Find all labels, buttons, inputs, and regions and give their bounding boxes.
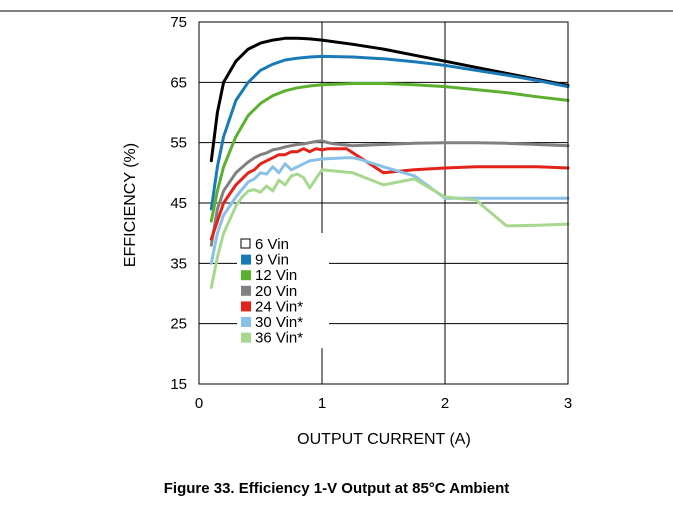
series-line-9-vin (209, 54, 570, 211)
series-line-6-vin (209, 36, 570, 163)
legend-label-6-vin: 6 Vin (255, 236, 289, 253)
legend-background (237, 233, 329, 349)
y-tick-label: 25 (170, 316, 187, 333)
y-tick-label: 35 (170, 255, 187, 272)
series-line-20-vin (209, 139, 570, 247)
legend-swatch-30-vin (241, 317, 251, 327)
x-axis-label: OUTPUT CURRENT (A) (297, 431, 471, 448)
legend-swatch-20-vin (241, 285, 251, 296)
series-line-36-vin (209, 168, 570, 289)
y-tick-label: 75 (170, 14, 187, 31)
legend-label-20-vin: 20 Vin (255, 283, 297, 300)
legend-label-12-vin: 12 Vin (255, 267, 297, 284)
legend-label-36-vin: 36 Vin* (255, 330, 303, 347)
legend-label-24-vin: 24 Vin* (255, 298, 303, 315)
series-line-24-vin (209, 147, 570, 241)
y-tick-label: 55 (170, 135, 187, 152)
figure-caption: Figure 33. Efficiency 1-V Output at 85°C… (163, 480, 510, 497)
legend-swatch-9-vin (241, 254, 251, 265)
plot-border (198, 21, 569, 385)
y-tick-label: 45 (170, 195, 187, 212)
legend-label-9-vin: 9 Vin (255, 252, 289, 269)
legend-swatch-12-vin (241, 270, 251, 281)
legend-swatch-6-vin (240, 238, 251, 249)
series-line-12-vin (209, 82, 570, 223)
x-tick-label: 3 (564, 395, 572, 412)
legend-swatch-24-vin (241, 301, 251, 312)
y-tick-label: 15 (170, 376, 187, 393)
legend-label-30-vin: 30 Vin* (255, 314, 303, 331)
x-tick-label: 0 (195, 395, 203, 412)
y-axis-label: EFFICIENCY (%) (122, 143, 139, 267)
x-tick-label: 1 (318, 395, 326, 412)
x-tick-label: 2 (441, 395, 449, 412)
y-tick-label: 65 (170, 74, 187, 91)
legend-swatch-36-vin (241, 332, 251, 343)
